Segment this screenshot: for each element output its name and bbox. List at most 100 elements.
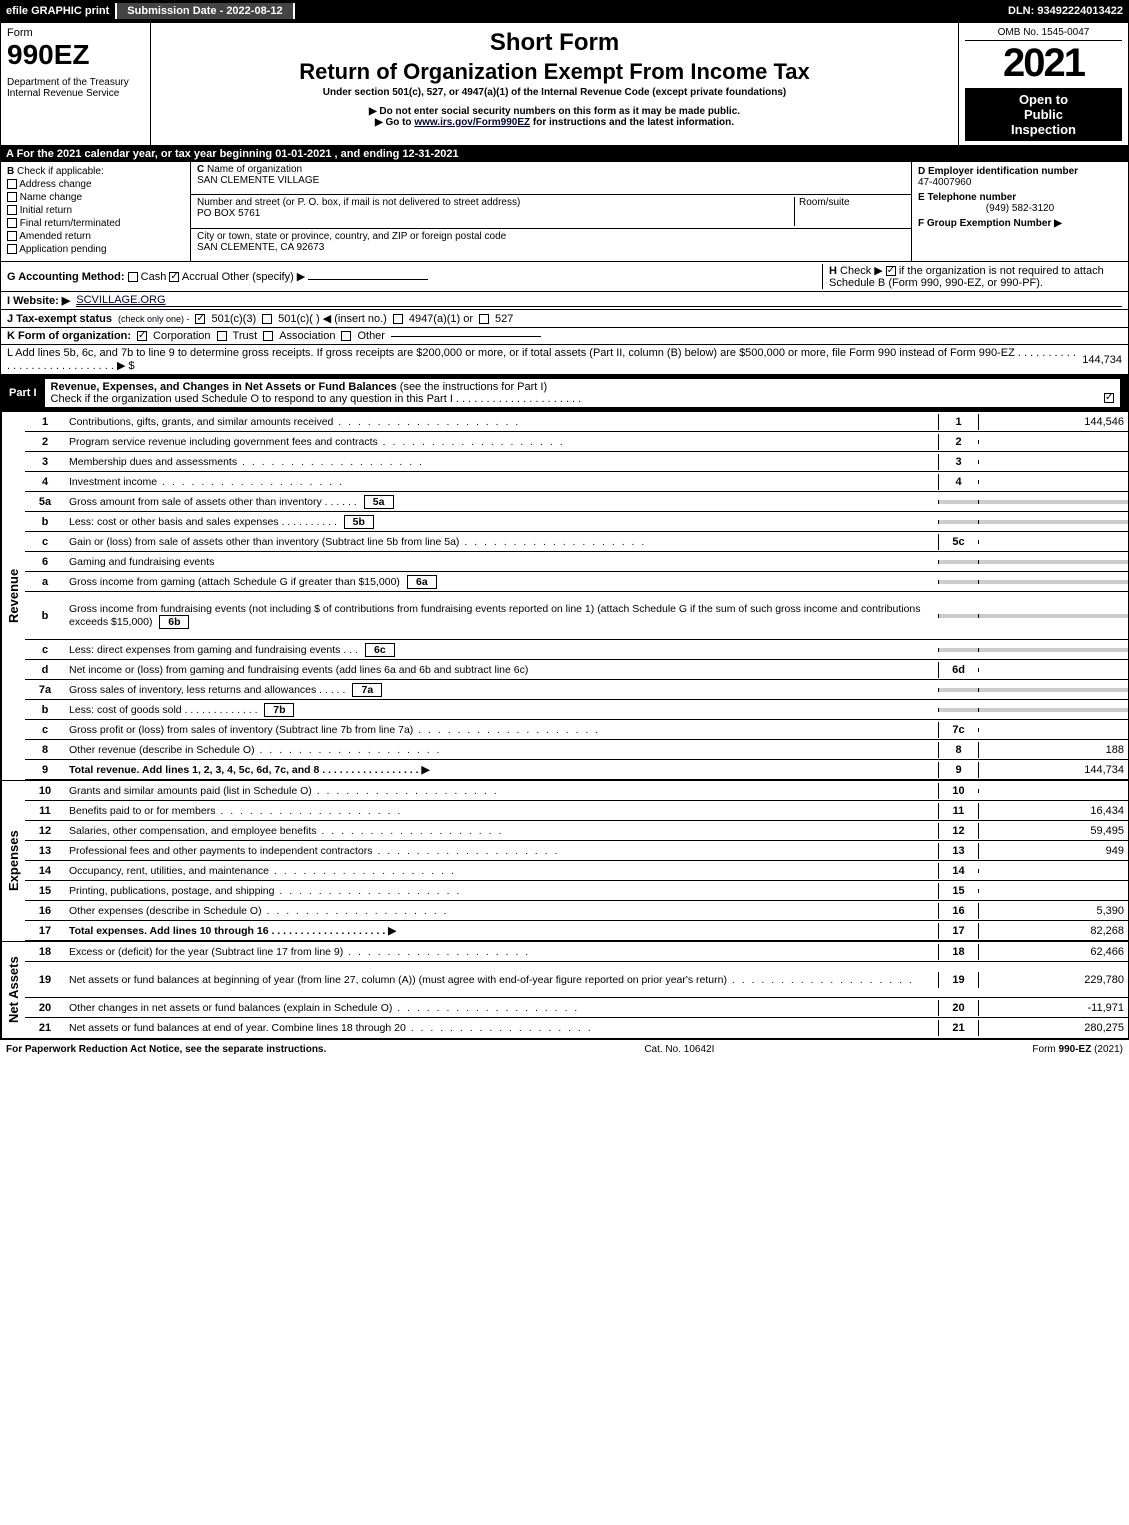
ein-value: 47-4007960: [918, 177, 1122, 188]
website-label: I Website: ▶: [7, 294, 70, 307]
line-21-label: Net assets or fund balances at end of ye…: [65, 1020, 938, 1036]
open-line2: Public: [967, 107, 1120, 122]
line-21-val: 280,275: [978, 1020, 1128, 1036]
irs-link[interactable]: www.irs.gov/Form990EZ: [414, 117, 530, 128]
line-6-num: 6: [25, 554, 65, 570]
line-12-val: 59,495: [978, 823, 1128, 839]
other-org-input[interactable]: [391, 336, 541, 337]
line-5c-label: Gain or (loss) from sale of assets other…: [65, 534, 938, 550]
line-7a-num: 7a: [25, 682, 65, 698]
netassets-section: Net Assets 18Excess or (deficit) for the…: [0, 941, 1129, 1039]
section-c: C Name of organization SAN CLEMENTE VILL…: [191, 162, 911, 262]
line-6d-val: [978, 668, 1128, 672]
line-7c-val: [978, 728, 1128, 732]
main-title: Return of Organization Exempt From Incom…: [157, 59, 952, 85]
line-6a-val: [978, 580, 1128, 584]
cb-cash[interactable]: [128, 272, 138, 282]
line-4-val: [978, 480, 1128, 484]
line-10-box: 10: [938, 783, 978, 799]
line-5b-num: b: [25, 514, 65, 530]
header-left-col: Form 990EZ Department of the Treasury In…: [1, 23, 151, 145]
cb-other-org[interactable]: [341, 331, 351, 341]
cb-527[interactable]: [479, 314, 489, 324]
cb-pending[interactable]: [7, 244, 17, 254]
line-19-val: 229,780: [978, 972, 1128, 988]
line-7c-box: 7c: [938, 722, 978, 738]
line-17-box: 17: [938, 923, 978, 939]
line-13-val: 949: [978, 843, 1128, 859]
website-link[interactable]: SCVILLAGE.ORG: [76, 294, 1122, 307]
lbl-4947: 4947(a)(1) or: [409, 313, 473, 325]
cb-assoc[interactable]: [263, 331, 273, 341]
line-21-num: 21: [25, 1020, 65, 1036]
part-1-checkline: Check if the organization used Schedule …: [51, 393, 582, 405]
line-17-label: Total expenses. Add lines 10 through 16 …: [65, 923, 938, 939]
section-def: D Employer identification number 47-4007…: [911, 162, 1128, 262]
other-method-input[interactable]: [308, 279, 428, 280]
cb-schedule-o-part1[interactable]: [1104, 393, 1114, 403]
cb-name-change[interactable]: [7, 192, 17, 202]
lbl-amended: Amended return: [19, 231, 91, 242]
line-8-val: 188: [978, 742, 1128, 758]
line-4-box: 4: [938, 474, 978, 490]
line-14-label: Occupancy, rent, utilities, and maintena…: [65, 863, 938, 879]
line-4-label: Investment income: [65, 474, 938, 490]
line-5c-box: 5c: [938, 534, 978, 550]
cb-initial-return[interactable]: [7, 205, 17, 215]
page-footer: For Paperwork Reduction Act Notice, see …: [0, 1039, 1129, 1059]
form-number: 990EZ: [7, 39, 144, 71]
line-14-box: 14: [938, 863, 978, 879]
line-3-num: 3: [25, 454, 65, 470]
cb-501c[interactable]: [262, 314, 272, 324]
cb-corp[interactable]: [137, 331, 147, 341]
line-6a-num: a: [25, 574, 65, 590]
line-1-box: 1: [938, 414, 978, 430]
lbl-cash: Cash: [141, 271, 167, 283]
goto-line: ▶ Go to www.irs.gov/Form990EZ for instru…: [157, 117, 952, 128]
line-20-val: -11,971: [978, 1000, 1128, 1016]
line-6c-label: Less: direct expenses from gaming and fu…: [65, 641, 938, 659]
cb-4947[interactable]: [393, 314, 403, 324]
line-6d-num: d: [25, 662, 65, 678]
line-6-val: [978, 560, 1128, 564]
line-17-num: 17: [25, 923, 65, 939]
line-2-val: [978, 440, 1128, 444]
line-7a-val: [978, 688, 1128, 692]
cb-address-change[interactable]: [7, 179, 17, 189]
omb-number: OMB No. 1545-0047: [965, 27, 1122, 41]
revenue-section: Revenue 1Contributions, gifts, grants, a…: [0, 412, 1129, 780]
cb-501c3[interactable]: [195, 314, 205, 324]
line-5a-val: [978, 500, 1128, 504]
cb-trust[interactable]: [217, 331, 227, 341]
cb-accrual[interactable]: [169, 272, 179, 282]
line-10-val: [978, 789, 1128, 793]
l-value: 144,734: [1082, 354, 1122, 366]
lbl-accrual: Accrual: [182, 271, 219, 283]
line-11-label: Benefits paid to or for members: [65, 803, 938, 819]
line-8-label: Other revenue (describe in Schedule O): [65, 742, 938, 758]
cb-final-return[interactable]: [7, 218, 17, 228]
line-5a-box: [938, 500, 978, 504]
goto-post: for instructions and the latest informat…: [530, 117, 734, 128]
lbl-527: 527: [495, 313, 513, 325]
line-8-num: 8: [25, 742, 65, 758]
footer-left: For Paperwork Reduction Act Notice, see …: [6, 1044, 326, 1055]
cb-schedule-b[interactable]: [886, 266, 896, 276]
line-1-num: 1: [25, 414, 65, 430]
footer-cat-no: Cat. No. 10642I: [644, 1044, 714, 1055]
expenses-lines: 10Grants and similar amounts paid (list …: [25, 781, 1128, 941]
header-mid-col: Short Form Return of Organization Exempt…: [151, 23, 958, 145]
efile-print[interactable]: efile GRAPHIC print: [0, 3, 115, 19]
line-18-box: 18: [938, 944, 978, 960]
netassets-lines: 18Excess or (deficit) for the year (Subt…: [25, 942, 1128, 1038]
line-18-label: Excess or (deficit) for the year (Subtra…: [65, 944, 938, 960]
line-16-label: Other expenses (describe in Schedule O): [65, 903, 938, 919]
line-9-box: 9: [938, 762, 978, 778]
footer-right: Form 990-EZ (2021): [1032, 1044, 1123, 1055]
line-a-period: A For the 2021 calendar year, or tax yea…: [0, 146, 1129, 162]
part-1-label: Part I: [9, 387, 45, 399]
j-label: J Tax-exempt status: [7, 313, 112, 325]
j-sub: (check only one) -: [118, 314, 190, 324]
line-6b-box: [938, 614, 978, 618]
cb-amended[interactable]: [7, 231, 17, 241]
